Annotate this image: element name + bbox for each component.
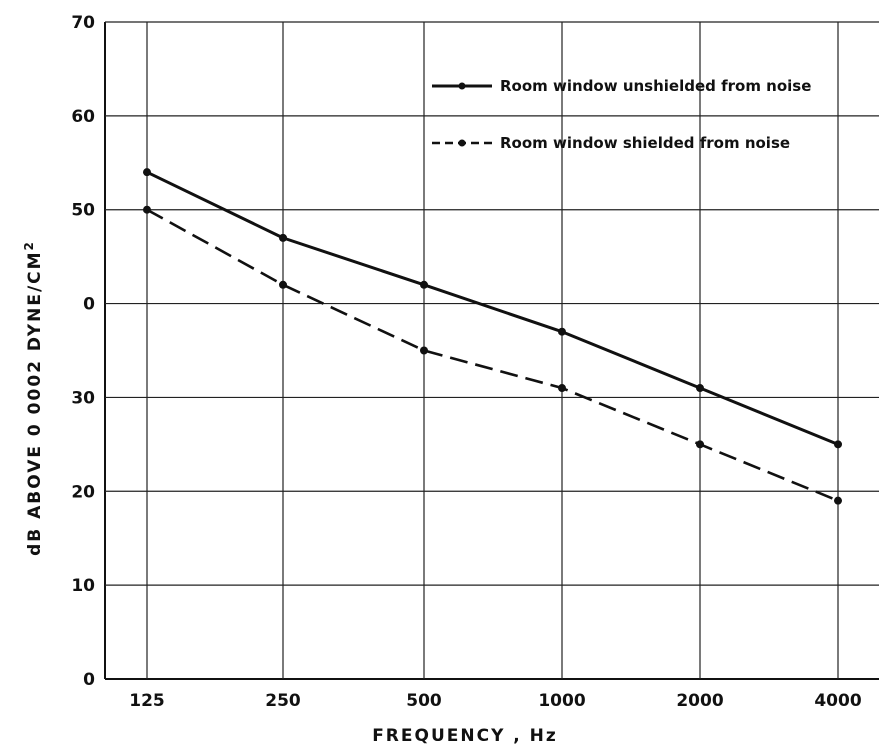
series-lines [146,170,839,502]
grid [104,21,879,680]
legend-marker-shielded [458,139,466,147]
y-tick-label: 10 [71,576,95,596]
x-tick-label: 500 [406,691,442,711]
legend-marker-unshielded [458,82,466,90]
series-line-unshielded [146,170,839,446]
data-point-unshielded [143,168,151,177]
data-point-shielded [558,384,566,393]
y-tick-label: 30 [71,388,95,408]
data-point-unshielded [279,233,287,242]
data-point-shielded [279,280,287,289]
y-tick-label: 60 [71,107,95,127]
legend-label-shielded: Room window shielded from noise [500,134,790,152]
x-axis-ticks: 125 250 500 1000 2000 4000 [129,691,862,711]
y-axis-title: dB ABOVE 0 0002 DYNE/CM2 [22,240,45,556]
y-tick-label: 20 [71,482,95,502]
data-point-unshielded [558,327,566,336]
y-axis-title-main: dB ABOVE 0 0002 DYNE/CM [25,250,45,555]
legend-label-unshielded: Room window unshielded from noise [500,77,811,95]
data-point-shielded [420,346,428,355]
series-points [143,168,842,505]
y-tick-label: 0 [83,670,95,690]
x-axis-title: FREQUENCY , Hz [372,726,558,746]
data-point-unshielded [834,440,842,449]
x-tick-label: 4000 [814,691,861,711]
data-point-shielded [143,205,151,214]
series-line-shielded [146,208,839,502]
y-tick-label: 70 [71,13,95,33]
x-tick-label: 250 [265,691,301,711]
data-point-unshielded [696,384,704,393]
x-tick-label: 2000 [676,691,723,711]
y-tick-label: 50 [71,201,95,221]
legend: Room window unshielded from noise Room w… [432,77,811,152]
x-tick-label: 1000 [538,691,585,711]
data-point-shielded [696,440,704,449]
data-point-unshielded [420,280,428,289]
data-point-shielded [834,496,842,505]
x-tick-label: 125 [129,691,165,711]
y-axis-ticks: 0 10 20 30 0 50 60 70 [71,13,95,690]
y-tick-label: 0 [83,295,95,315]
y-axis-title-superscript: 2 [22,240,36,250]
